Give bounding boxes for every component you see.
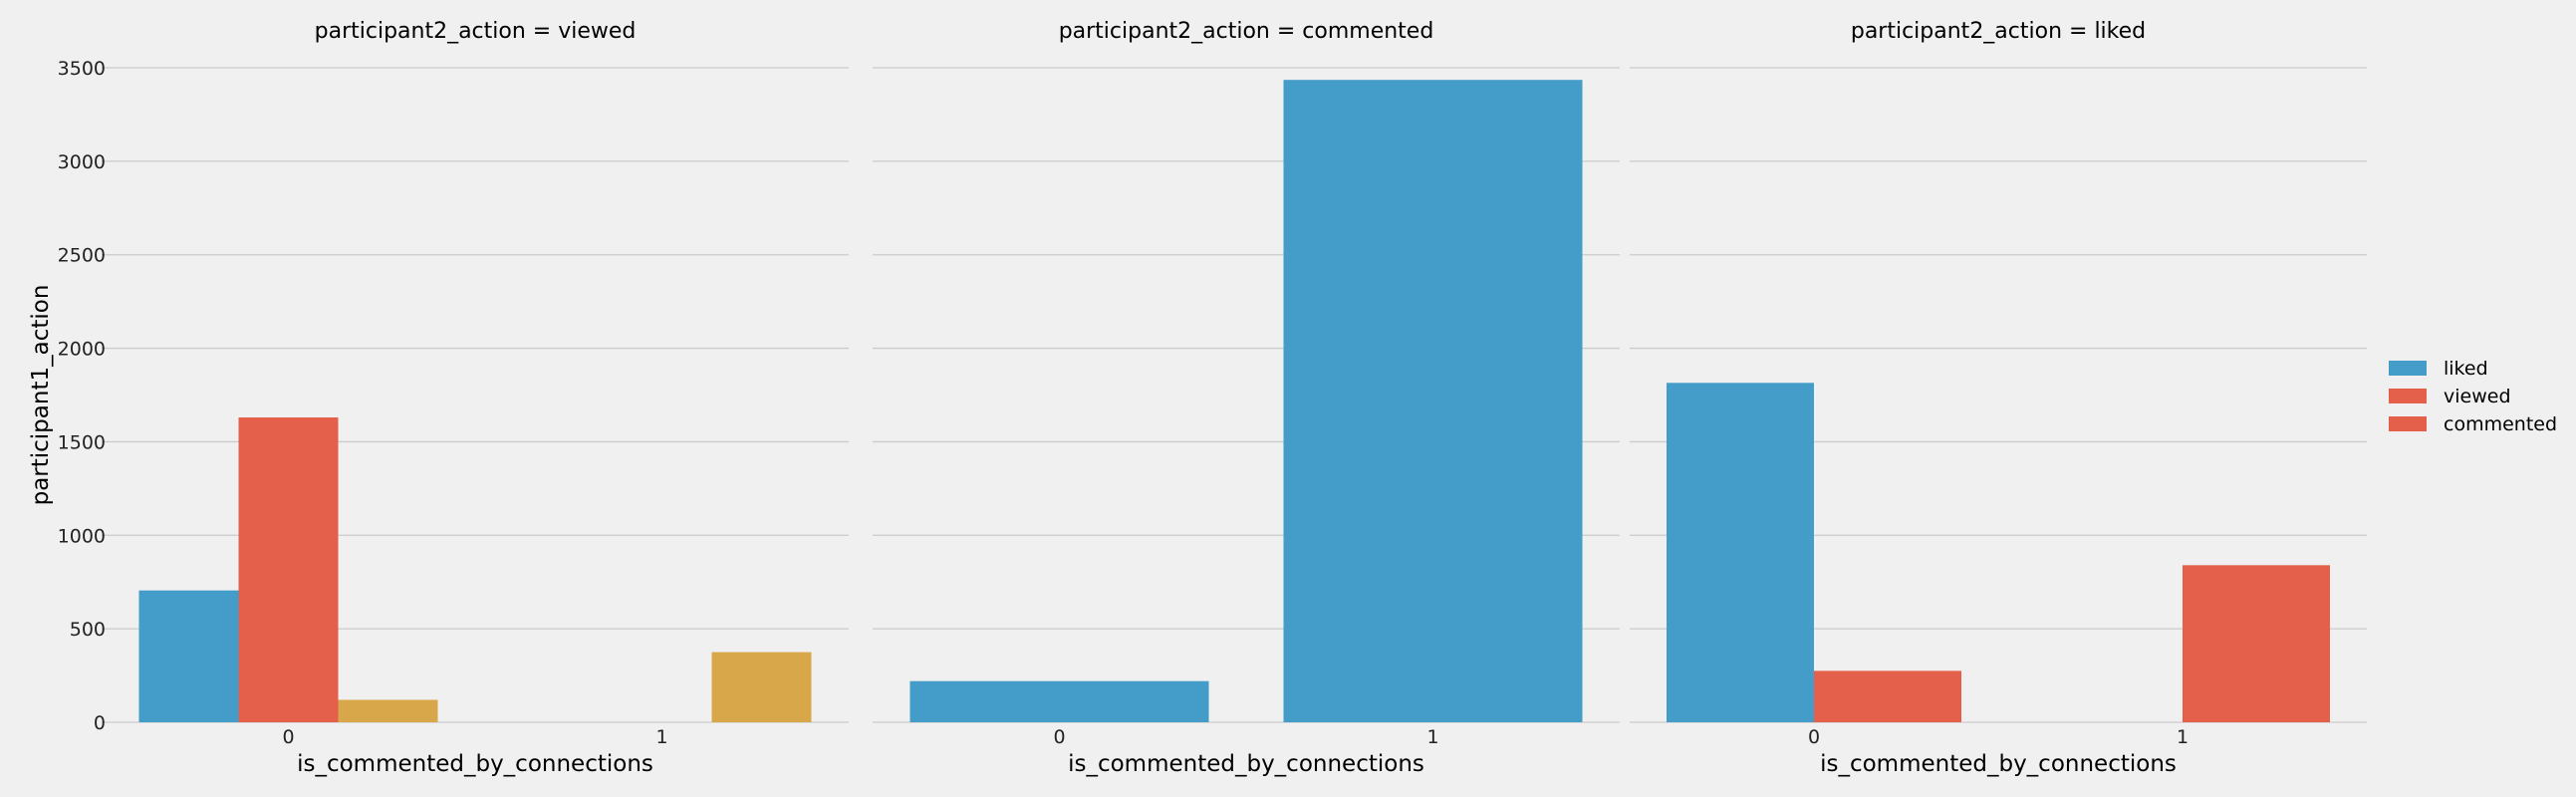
legend-label-viewed: viewed	[2444, 386, 2511, 407]
y-tick-label-3500: 3500	[58, 58, 106, 80]
bar-panel3-viewed-0	[1814, 670, 1961, 722]
bar-panel3-liked-0	[1667, 383, 1814, 722]
y-tick-label-2500: 2500	[58, 245, 106, 267]
x-tick-label-panel2-1: 1	[1426, 726, 1438, 748]
legend-swatch-commented	[2389, 416, 2427, 431]
x-tick-label-panel1-0: 0	[282, 726, 294, 748]
y-tick-label-500: 500	[70, 619, 106, 641]
bar-panel2-liked-0	[909, 680, 1209, 722]
x-tick-label-panel3-1: 1	[2177, 726, 2189, 748]
x-axis-label-panel3: is_commented_by_connections	[1820, 751, 2177, 777]
y-tick-label-0: 0	[94, 712, 106, 734]
x-axis-label-panel1: is_commented_by_connections	[297, 751, 653, 777]
y-tick-label-1000: 1000	[58, 525, 106, 547]
bar-panel1-viewed-0	[238, 417, 339, 722]
y-tick-label-2000: 2000	[58, 339, 106, 361]
panel-title-3: participant2_action = liked	[1851, 19, 2146, 44]
y-tick-label-1500: 1500	[58, 431, 106, 453]
legend-swatch-viewed	[2389, 389, 2427, 403]
panel-title-1: participant2_action = viewed	[315, 19, 637, 44]
legend-label-commented: commented	[2444, 413, 2557, 435]
bar-panel2-liked-1	[1283, 80, 1583, 723]
legend-label-liked: liked	[2444, 358, 2488, 380]
x-axis-label-panel2: is_commented_by_connections	[1068, 751, 1424, 777]
bar-panel3-viewed-1	[2183, 565, 2330, 722]
legend-swatch-liked	[2389, 361, 2427, 376]
y-axis-label: participant1_action	[28, 285, 54, 506]
bar-panel1-commented-1	[711, 652, 812, 722]
bar-panel1-liked-0	[138, 590, 239, 722]
x-tick-label-panel3-0: 0	[1808, 726, 1820, 748]
panel-title-2: participant2_action = commented	[1059, 19, 1434, 44]
bar-panel1-commented-0	[338, 699, 438, 722]
x-tick-label-panel2-0: 0	[1053, 726, 1065, 748]
x-tick-label-panel1-1: 1	[655, 726, 667, 748]
y-tick-label-3000: 3000	[58, 151, 106, 173]
